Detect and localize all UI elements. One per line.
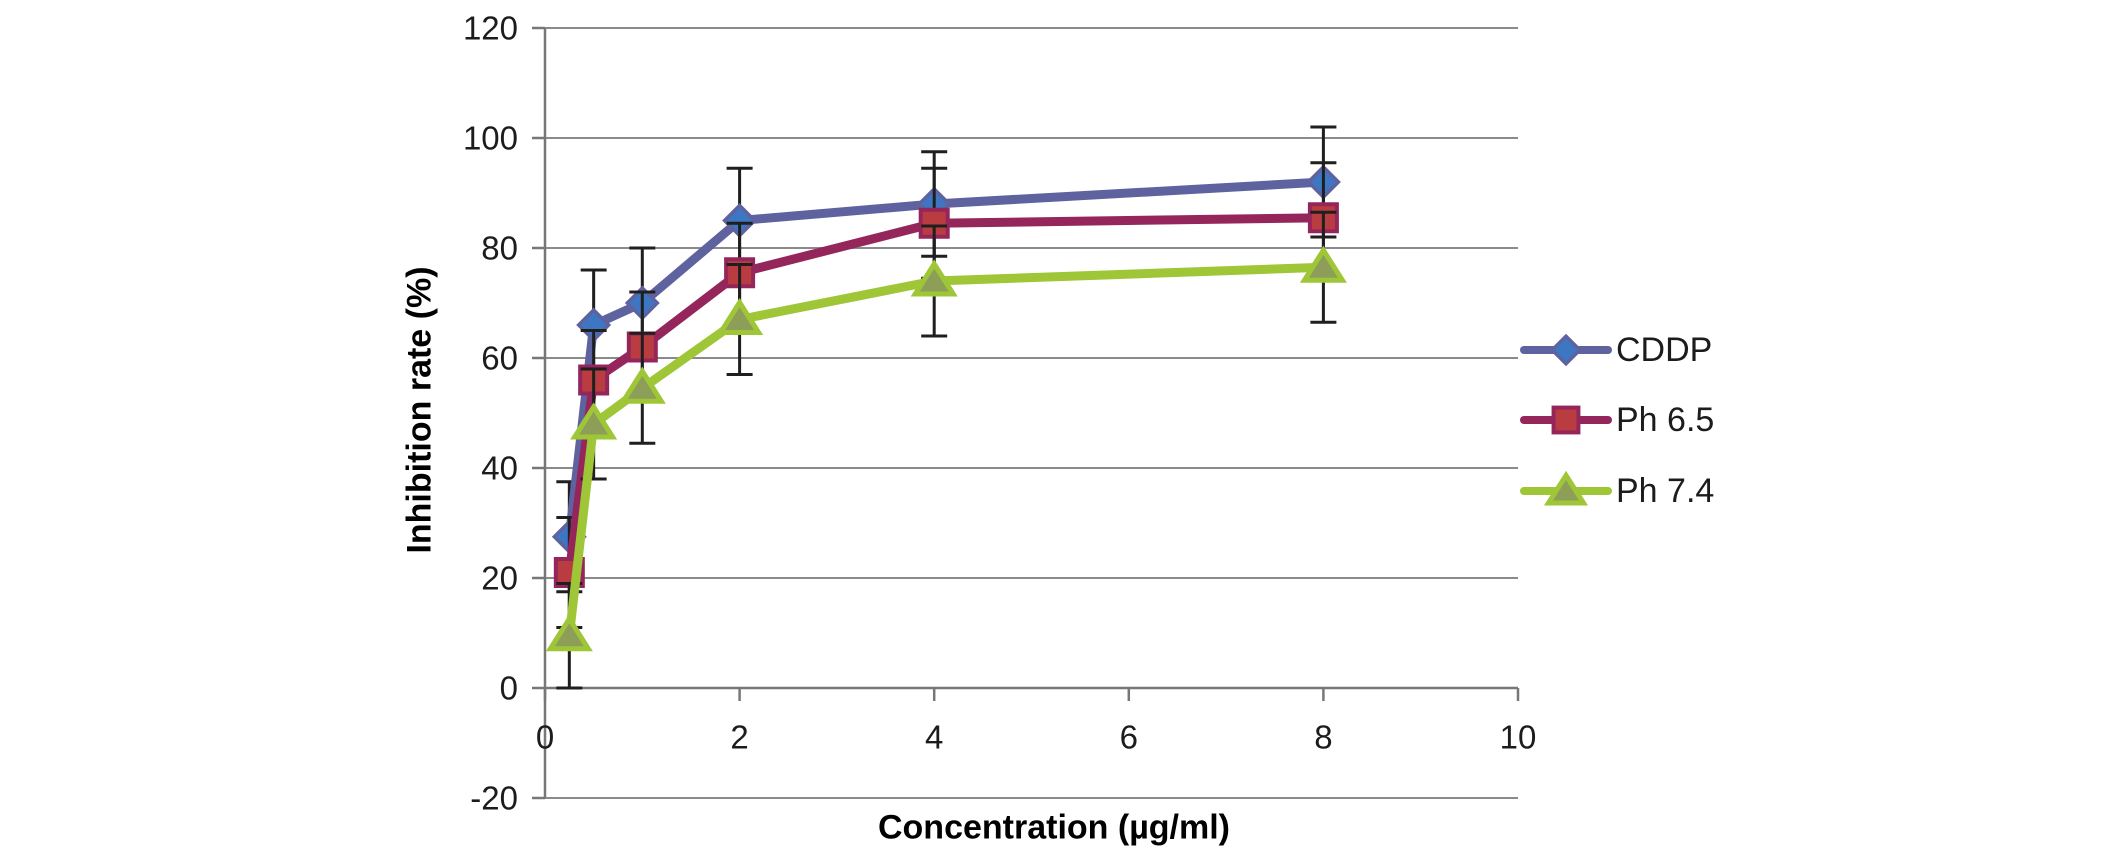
legend-label: CDDP: [1616, 331, 1712, 369]
x-axis-tick-labels: 0 2 4 6 8 10: [536, 719, 1537, 756]
triangle-marker: [716, 297, 764, 335]
axes: [532, 26, 1520, 800]
triangle-marker: [570, 402, 618, 440]
series-line-cddp: [564, 177, 1328, 542]
legend-label: Ph 7.4: [1616, 472, 1714, 510]
y-tick-label-40: 40: [481, 450, 518, 487]
triangle-marker: [910, 259, 958, 297]
x-tick-label-4: 4: [925, 719, 943, 756]
legend-item-ph-7.4: Ph 7.4: [1520, 470, 1714, 510]
y-axis-tick-labels: 120 100 80 60 40 20 0 -20: [463, 10, 518, 817]
series-cddp: [551, 125, 1341, 594]
x-tick-label-6: 6: [1120, 719, 1138, 756]
series-ph-6.5: [553, 161, 1339, 629]
x-tick-label-2: 2: [730, 719, 748, 756]
y-axis-title: Inhibition rate (%): [400, 266, 439, 554]
triangle-marker: [618, 366, 666, 404]
legend-diamond-marker: [1549, 333, 1583, 367]
x-tick-label-0: 0: [536, 719, 554, 756]
y-tick-label-0: 0: [500, 670, 518, 707]
y-tick-label-80: 80: [481, 230, 518, 267]
x-tick-label-8: 8: [1314, 719, 1332, 756]
y-tick-label-20: 20: [481, 560, 518, 597]
y-tick-label-120: 120: [463, 10, 518, 47]
gridlines: [545, 27, 1518, 799]
legend-triangle-marker: [1543, 470, 1589, 506]
legend-square-marker: [1551, 405, 1581, 435]
y-tick-label--20: -20: [470, 780, 518, 817]
triangle-marker: [545, 614, 593, 652]
series-ph-7.4: [545, 210, 1347, 690]
x-axis-title: Concentration (µg/ml): [877, 808, 1231, 847]
legend-label: Ph 6.5: [1616, 401, 1714, 439]
y-tick-label-60: 60: [481, 340, 518, 377]
legend: CDDP Ph 6.5 Ph 7.4: [1520, 331, 1714, 510]
legend-item-cddp: CDDP: [1520, 331, 1712, 369]
series-line-ph-7.4: [564, 262, 1328, 641]
triangle-marker: [1299, 245, 1347, 283]
x-tick-label-10: 10: [1500, 719, 1537, 756]
data-series: [545, 125, 1347, 690]
legend-item-ph-6.5: Ph 6.5: [1520, 401, 1714, 439]
y-tick-label-100: 100: [463, 120, 518, 157]
